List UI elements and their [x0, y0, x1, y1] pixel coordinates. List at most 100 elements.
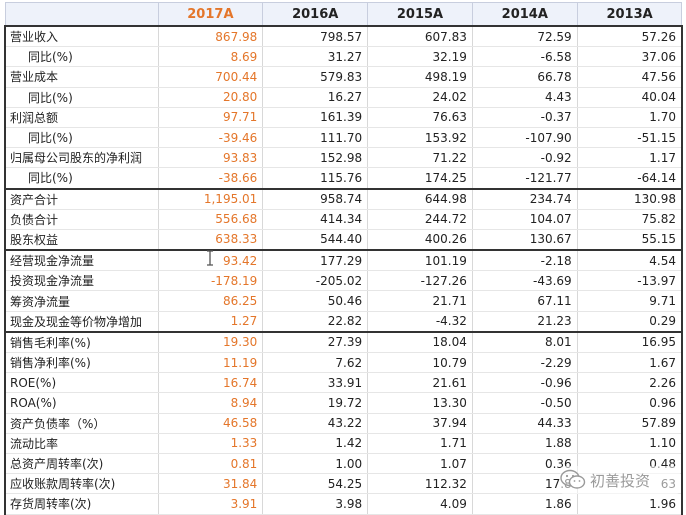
- cell-2015a: 13.30: [367, 392, 473, 414]
- cell-2017a: 8.94: [157, 392, 264, 414]
- header-2015a: 2015A: [367, 2, 473, 27]
- cell-2014a: -6.58: [471, 46, 578, 68]
- cell-2015a: 76.63: [367, 107, 473, 128]
- table-row: 营业收入 867.98 798.57 607.83 72.59 57.26: [4, 25, 683, 48]
- table-row: 销售净利率(%) 11.19 7.62 10.79 -2.29 1.67: [4, 352, 683, 374]
- header-2016a: 2016A: [262, 2, 369, 27]
- row-label: 现金及现金等价物净增加: [4, 311, 159, 333]
- cell-2015a: 24.02: [367, 87, 473, 108]
- row-label: 经营现金净流量: [4, 249, 159, 272]
- table-row: 同比(%) -39.46 111.70 153.92 -107.90 -51.15: [4, 127, 683, 149]
- cell-2016a: 43.22: [262, 413, 369, 434]
- table-body: 营业收入 867.98 798.57 607.83 72.59 57.26 同比(%) 8.6…: [4, 25, 683, 515]
- table-row: ROE(%) 16.74 33.91 21.61 -0.96 2.26: [4, 372, 683, 394]
- cell-2015a: 498.19: [367, 66, 473, 88]
- cell-2015a: 18.04: [367, 331, 473, 353]
- cell-2013a: 1.70: [576, 107, 683, 128]
- row-label: ROE(%): [4, 372, 159, 394]
- cell-2015a: -4.32: [367, 311, 473, 333]
- row-label: 销售净利率(%): [4, 352, 159, 374]
- cell-2014a: -0.50: [471, 392, 578, 414]
- table-row: 负债合计 556.68 414.34 244.72 104.07 75.82: [4, 209, 683, 230]
- cell-2013a: 16.95: [576, 331, 683, 353]
- row-label: 归属母公司股东的净利润: [4, 147, 159, 169]
- row-label: 存货周转率(次): [4, 493, 159, 515]
- cell-2017a: 16.74: [157, 372, 264, 394]
- cell-2014a: -43.69: [471, 270, 578, 292]
- table-row: 现金及现金等价物净增加 1.27 22.82 -4.32 21.23 0.29: [4, 311, 683, 333]
- cell-2015a: 174.25: [367, 167, 473, 190]
- cell-2014a: -2.18: [471, 249, 578, 272]
- cell-2017a: -178.19: [157, 270, 264, 292]
- cell-2017a: 20.80: [157, 87, 264, 108]
- cell-2014a: 67.11: [471, 290, 578, 312]
- cell-2015a: 244.72: [367, 209, 473, 230]
- cell-2014a: -0.37: [471, 107, 578, 128]
- cell-2017a: 0.81: [157, 453, 264, 475]
- wechat-icon: [560, 469, 586, 489]
- cell-2014a: 1.86: [471, 493, 578, 515]
- cell-2014a: 130.67: [471, 229, 578, 251]
- text-cursor-icon: [207, 250, 213, 266]
- cell-2013a: 55.15: [576, 229, 683, 251]
- row-label: 投资现金净流量: [4, 270, 159, 292]
- header-2017a: 2017A: [157, 2, 264, 27]
- cell-2016a: 579.83: [262, 66, 369, 88]
- cell-2015a: 101.19: [367, 249, 473, 272]
- cell-2013a: 37.06: [576, 46, 683, 68]
- cell-2016a: 152.98: [262, 147, 369, 169]
- cell-2014a: 1.88: [471, 433, 578, 454]
- cell-2013a: 9.71: [576, 290, 683, 312]
- cell-2017a: -38.66: [157, 167, 264, 190]
- cell-2014a: -2.29: [471, 352, 578, 374]
- table-row: 股东权益 638.33 544.40 400.26 130.67 55.15: [4, 229, 683, 251]
- cell-2016a: 1.42: [262, 433, 369, 454]
- row-label: 流动比率: [4, 433, 159, 454]
- cell-2015a: 1.07: [367, 453, 473, 475]
- header-label-col: [4, 2, 159, 27]
- cell-2017a: 867.98: [157, 25, 264, 48]
- cell-2014a: 104.07: [471, 209, 578, 230]
- row-label: 同比(%): [4, 46, 159, 68]
- cell-2016a: 16.27: [262, 87, 369, 108]
- cell-2017a: 97.71: [157, 107, 264, 128]
- cell-2014a: 4.43: [471, 87, 578, 108]
- cell-2014a: -121.77: [471, 167, 578, 190]
- cell-2013a: 57.89: [576, 413, 683, 434]
- cell-2017a: 1.33: [157, 433, 264, 454]
- watermark: 初善投资: [560, 466, 680, 494]
- row-label: 销售毛利率(%): [4, 331, 159, 353]
- cell-2014a: 72.59: [471, 25, 578, 48]
- header-2013a: 2013A: [576, 2, 683, 27]
- cell-2015a: 21.71: [367, 290, 473, 312]
- cell-2015a: 37.94: [367, 413, 473, 434]
- cell-2017a: 46.58: [157, 413, 264, 434]
- cell-2014a: -0.92: [471, 147, 578, 169]
- table-row: 销售毛利率(%) 19.30 27.39 18.04 8.01 16.95: [4, 331, 683, 353]
- cell-2013a: 2.26: [576, 372, 683, 394]
- table-row: 资产合计 1,195.01 958.74 644.98 234.74 130.98: [4, 188, 683, 210]
- cell-2013a: 47.56: [576, 66, 683, 88]
- cell-2013a: 4.54: [576, 249, 683, 272]
- table-row: 利润总额 97.71 161.39 76.63 -0.37 1.70: [4, 107, 683, 128]
- row-label: 同比(%): [4, 87, 159, 108]
- cell-2013a: 40.04: [576, 87, 683, 108]
- row-label: 资产负债率（%）: [4, 413, 159, 434]
- cell-2013a: 130.98: [576, 188, 683, 210]
- cell-2015a: 644.98: [367, 188, 473, 210]
- financial-table: 2017A 2016A 2015A 2014A 2013A 营业收入 867.98…: [4, 2, 683, 515]
- cell-2016a: 1.00: [262, 453, 369, 475]
- cell-2015a: 10.79: [367, 352, 473, 374]
- cell-2016a: 33.91: [262, 372, 369, 394]
- cell-2017a: 1.27: [157, 311, 264, 333]
- table-row: 资产负债率（%） 46.58 43.22 37.94 44.33 57.89: [4, 413, 683, 434]
- row-label: 营业收入: [4, 25, 159, 48]
- cell-2015a: 1.71: [367, 433, 473, 454]
- cell-2016a: 54.25: [262, 473, 369, 495]
- row-label: 总资产周转率(次): [4, 453, 159, 475]
- row-label: 资产合计: [4, 188, 159, 210]
- cell-2014a: 44.33: [471, 413, 578, 434]
- table-row: 同比(%) 8.69 31.27 32.19 -6.58 37.06: [4, 46, 683, 68]
- table-row: 营业成本 700.44 579.83 498.19 66.78 47.56: [4, 66, 683, 88]
